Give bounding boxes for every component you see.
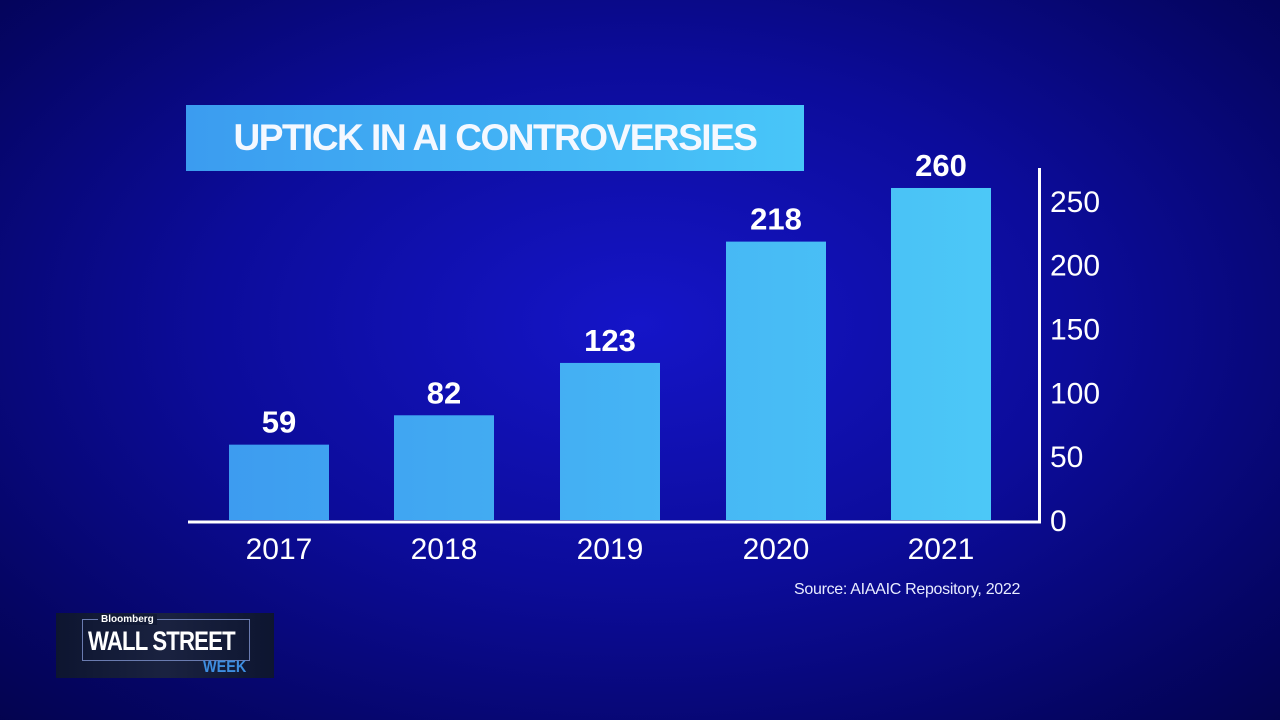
data-label: 218 <box>750 202 802 237</box>
bar-2019 <box>560 362 660 520</box>
bar-2021 <box>891 187 991 521</box>
logo-show-line2: WEEK <box>203 657 247 676</box>
logo-show-line1: WALL STREET <box>88 626 236 656</box>
data-label: 82 <box>427 375 461 410</box>
y-tick-label: 150 <box>1050 313 1100 346</box>
data-label: 260 <box>915 148 967 183</box>
y-tick-label: 250 <box>1050 186 1100 219</box>
y-tick-label: 200 <box>1050 250 1100 283</box>
x-tick-label: 2017 <box>246 533 313 566</box>
bar-2018 <box>394 415 494 520</box>
chart-title-banner: UPTICK IN AI CONTROVERSIES <box>186 105 804 171</box>
x-tick-label: 2021 <box>908 533 975 566</box>
data-label: 59 <box>262 405 296 440</box>
data-label: 123 <box>584 323 636 358</box>
x-tick-label: 2020 <box>743 533 810 566</box>
logo-network: Bloomberg <box>98 614 157 625</box>
source-note: Source: AIAAIC Repository, 2022 <box>794 581 1021 598</box>
bloomberg-wall-street-week-logo: Bloomberg WALL STREET WEEK <box>56 613 274 678</box>
y-tick-label: 100 <box>1050 377 1100 410</box>
y-tick-label: 0 <box>1050 505 1067 538</box>
x-tick-label: 2019 <box>577 533 644 566</box>
x-tick-label: 2018 <box>411 533 478 566</box>
bar-2017 <box>229 444 329 520</box>
chart-title: UPTICK IN AI CONTROVERSIES <box>233 117 758 158</box>
y-tick-label: 50 <box>1050 441 1083 474</box>
bar-2020 <box>726 241 826 520</box>
